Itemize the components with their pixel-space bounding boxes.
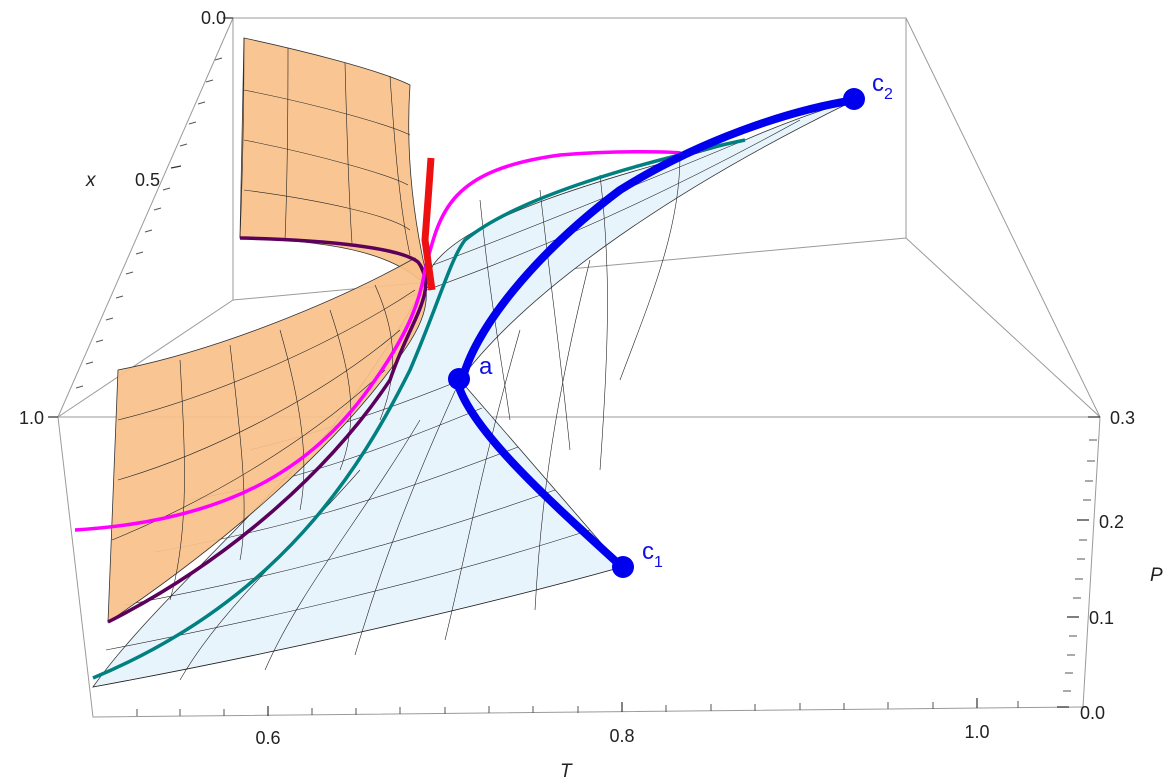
p-tick-label: 0.2: [1099, 512, 1124, 532]
point-c2-marker: [843, 88, 865, 110]
surface-orange: [107, 37, 431, 623]
t-tick-label: 0.6: [255, 728, 280, 748]
point-a-marker: [448, 368, 470, 390]
t-tick-label: 0.8: [609, 726, 634, 746]
curve-blue: [455, 96, 856, 570]
t-axis-label: T: [560, 761, 573, 781]
critical-points: c1 c2 a: [448, 70, 893, 578]
p-tick-label: 0.1: [1089, 608, 1114, 628]
x-axis-label: x: [85, 170, 97, 191]
p-tick-label: 0.3: [1110, 408, 1135, 428]
p-axis-label: P: [1150, 565, 1163, 586]
curve-magenta: [74, 150, 682, 532]
curves: [74, 96, 856, 680]
x-tick-label: 0.5: [135, 170, 160, 190]
minor-ticks: [75, 57, 1097, 716]
curve-red: [421, 157, 436, 291]
curve-dark-purple: [107, 236, 428, 624]
p-tick-label: 0.0: [1080, 703, 1105, 723]
point-c2-label: c2: [872, 70, 893, 103]
major-ticks: [48, 17, 1100, 716]
tick-labels: 0.0 0.5 1.0 0.6 0.8 1.0 0.3 0.2 0.1 0.0: [19, 8, 1135, 748]
point-c1-marker: [612, 556, 634, 578]
x-tick-label: 1.0: [19, 408, 44, 428]
curve-teal: [92, 138, 746, 680]
point-a-label: a: [479, 353, 493, 380]
x-tick-label: 0.0: [201, 8, 226, 28]
point-c1-label: c1: [642, 538, 663, 571]
t-tick-label: 1.0: [964, 722, 989, 742]
